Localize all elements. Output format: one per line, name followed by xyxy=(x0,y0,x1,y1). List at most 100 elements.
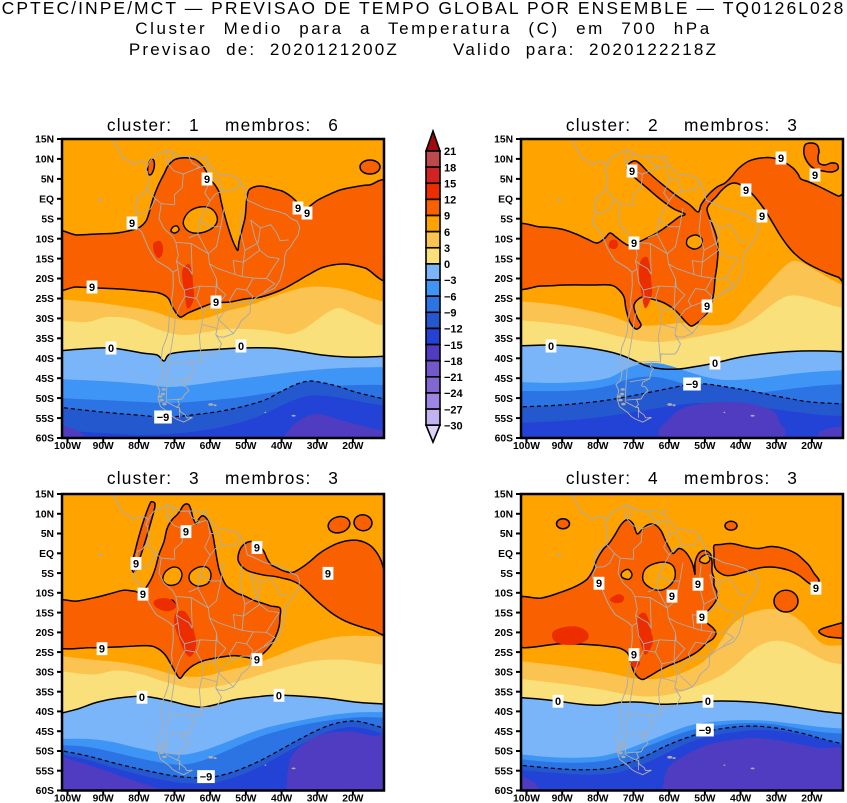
svg-text:100W: 100W xyxy=(54,793,81,803)
svg-text:5S: 5S xyxy=(500,214,513,225)
svg-text:−9: −9 xyxy=(699,725,712,737)
svg-text:60S: 60S xyxy=(495,786,513,797)
svg-text:40W: 40W xyxy=(271,793,292,803)
svg-text:15S: 15S xyxy=(36,254,54,265)
svg-text:40S: 40S xyxy=(36,354,54,365)
svg-text:9: 9 xyxy=(295,203,301,215)
svg-text:EQ: EQ xyxy=(498,549,513,560)
svg-text:9: 9 xyxy=(629,166,635,178)
svg-text:EQ: EQ xyxy=(498,195,513,206)
svg-text:9: 9 xyxy=(133,558,139,570)
svg-text:35S: 35S xyxy=(495,334,513,345)
svg-text:30S: 30S xyxy=(495,667,513,678)
svg-text:10S: 10S xyxy=(36,588,54,599)
svg-text:20S: 20S xyxy=(36,628,54,639)
svg-text:30W: 30W xyxy=(307,441,328,452)
svg-text:60W: 60W xyxy=(659,441,680,452)
svg-text:50W: 50W xyxy=(235,793,256,803)
svg-text:50W: 50W xyxy=(235,441,256,452)
svg-text:100W: 100W xyxy=(513,793,540,803)
svg-text:10N: 10N xyxy=(494,509,513,520)
svg-text:80W: 80W xyxy=(587,793,608,803)
svg-text:−9: −9 xyxy=(200,771,213,783)
svg-text:45S: 45S xyxy=(36,726,54,737)
svg-text:21: 21 xyxy=(444,146,456,158)
svg-text:9: 9 xyxy=(254,654,260,666)
svg-text:25S: 25S xyxy=(36,294,54,305)
svg-text:0: 0 xyxy=(712,358,718,370)
svg-text:30S: 30S xyxy=(36,667,54,678)
svg-text:5N: 5N xyxy=(41,529,54,540)
svg-text:EQ: EQ xyxy=(39,549,54,560)
svg-text:45S: 45S xyxy=(36,374,54,385)
svg-text:5N: 5N xyxy=(500,529,513,540)
svg-text:cluster: 1 membros: 6: cluster: 1 membros: 6 xyxy=(107,115,339,135)
svg-text:70W: 70W xyxy=(164,441,185,452)
svg-text:9: 9 xyxy=(759,211,765,223)
svg-text:50S: 50S xyxy=(36,746,54,757)
svg-text:−3: −3 xyxy=(444,275,457,287)
svg-text:9: 9 xyxy=(183,526,189,538)
svg-text:40W: 40W xyxy=(730,441,751,452)
svg-text:9: 9 xyxy=(699,611,705,623)
svg-text:9: 9 xyxy=(812,170,818,182)
svg-text:90W: 90W xyxy=(93,441,114,452)
svg-text:cluster: 4 membros: 3: cluster: 4 membros: 3 xyxy=(566,468,798,488)
svg-text:20W: 20W xyxy=(342,441,363,452)
svg-text:45S: 45S xyxy=(495,374,513,385)
svg-text:80W: 80W xyxy=(128,793,149,803)
svg-text:−12: −12 xyxy=(444,324,463,336)
svg-text:20S: 20S xyxy=(495,628,513,639)
svg-text:cluster: 2 membros: 3: cluster: 2 membros: 3 xyxy=(566,115,798,135)
svg-text:60S: 60S xyxy=(495,434,513,445)
svg-text:15S: 15S xyxy=(495,608,513,619)
svg-text:5S: 5S xyxy=(41,568,54,579)
svg-text:15N: 15N xyxy=(494,135,513,146)
svg-text:−9: −9 xyxy=(686,379,699,391)
svg-text:60W: 60W xyxy=(200,793,221,803)
svg-text:9: 9 xyxy=(444,211,450,223)
svg-text:20S: 20S xyxy=(36,274,54,285)
svg-text:9: 9 xyxy=(695,579,701,591)
svg-text:3: 3 xyxy=(444,243,450,255)
svg-text:9: 9 xyxy=(596,578,602,590)
svg-text:55S: 55S xyxy=(495,414,513,425)
svg-text:5N: 5N xyxy=(500,175,513,186)
svg-text:45S: 45S xyxy=(495,726,513,737)
svg-text:15N: 15N xyxy=(494,489,513,500)
svg-text:−15: −15 xyxy=(444,340,463,352)
svg-text:20S: 20S xyxy=(495,274,513,285)
svg-text:20W: 20W xyxy=(801,793,822,803)
svg-text:6: 6 xyxy=(444,227,450,239)
svg-text:40W: 40W xyxy=(271,441,292,452)
svg-text:9: 9 xyxy=(213,297,219,309)
svg-text:5N: 5N xyxy=(41,175,54,186)
svg-text:9: 9 xyxy=(254,542,260,554)
svg-text:0: 0 xyxy=(276,690,282,702)
svg-text:9: 9 xyxy=(89,282,95,294)
svg-text:30W: 30W xyxy=(766,441,787,452)
svg-text:5S: 5S xyxy=(500,568,513,579)
svg-text:30S: 30S xyxy=(495,314,513,325)
svg-text:35S: 35S xyxy=(36,687,54,698)
svg-text:−30: −30 xyxy=(444,420,463,432)
svg-text:60S: 60S xyxy=(36,434,54,445)
svg-text:9: 9 xyxy=(204,174,210,186)
svg-text:15N: 15N xyxy=(35,135,54,146)
svg-text:90W: 90W xyxy=(552,793,573,803)
svg-text:55S: 55S xyxy=(36,414,54,425)
svg-text:25S: 25S xyxy=(36,647,54,658)
svg-text:0: 0 xyxy=(108,343,114,355)
svg-text:9: 9 xyxy=(129,218,135,230)
svg-text:50W: 50W xyxy=(694,441,715,452)
svg-text:9: 9 xyxy=(325,568,331,580)
svg-text:0: 0 xyxy=(139,692,145,704)
svg-text:−6: −6 xyxy=(444,291,457,303)
svg-text:0: 0 xyxy=(555,696,561,708)
svg-text:9: 9 xyxy=(140,589,146,601)
svg-text:15S: 15S xyxy=(36,608,54,619)
svg-text:90W: 90W xyxy=(93,793,114,803)
svg-text:9: 9 xyxy=(631,238,637,250)
svg-text:−21: −21 xyxy=(444,372,463,384)
svg-text:50S: 50S xyxy=(495,394,513,405)
